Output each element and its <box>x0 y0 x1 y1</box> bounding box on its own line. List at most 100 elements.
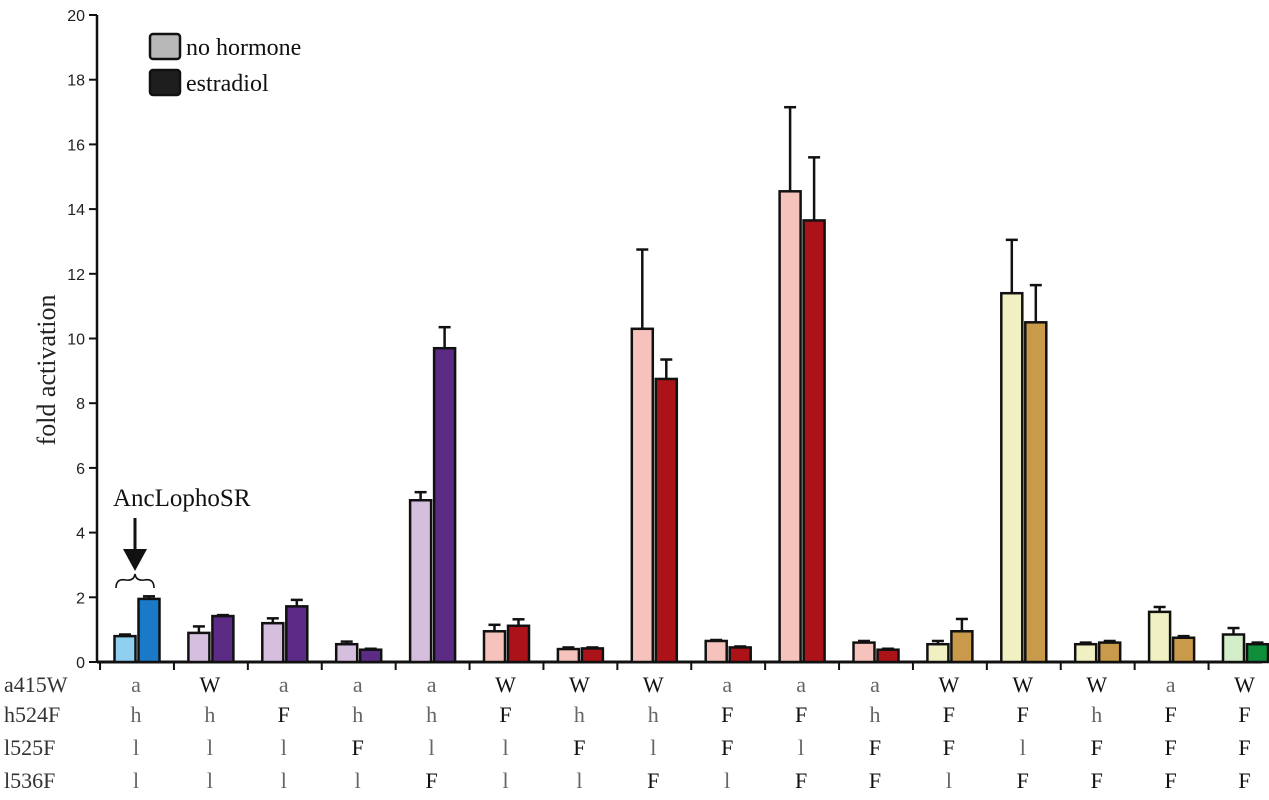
table-cell: F <box>278 702 290 727</box>
table-cell: h <box>648 702 659 727</box>
table-cell: l <box>281 768 287 793</box>
bar-no-hormone <box>1147 610 1172 664</box>
table-cell: W <box>1012 672 1033 697</box>
bar-estradiol <box>1171 636 1196 664</box>
table-cell: F <box>1091 735 1103 760</box>
table-row-label: a415W <box>4 672 68 697</box>
table-cell: h <box>204 702 215 727</box>
bar-estradiol <box>432 346 457 664</box>
table-cell: F <box>352 735 364 760</box>
table-cell: F <box>943 702 955 727</box>
annotation-label: AncLophoSR <box>113 485 251 512</box>
legend-swatch-estradiol <box>148 68 182 97</box>
bar-no-hormone <box>778 190 802 664</box>
table-cell: h <box>352 702 363 727</box>
bar-no-hormone <box>926 642 950 664</box>
table-cell: W <box>1234 672 1255 697</box>
x-ticks <box>99 662 1210 670</box>
y-axis-label: fold activation <box>32 295 61 446</box>
bar-estradiol <box>358 648 383 664</box>
table-cell: a <box>353 672 363 697</box>
table-cell: F <box>1164 702 1176 727</box>
table-cell: F <box>573 735 585 760</box>
table-cell: F <box>1164 768 1176 793</box>
bar-estradiol <box>1245 642 1269 664</box>
bar-estradiol <box>654 377 679 664</box>
table-cell: l <box>724 768 730 793</box>
bar-no-hormone <box>1073 642 1098 664</box>
bar-no-hormone <box>852 641 876 664</box>
table-cell: F <box>425 768 437 793</box>
table-cell: W <box>200 672 221 697</box>
legend: no hormone estradiol <box>148 32 301 97</box>
table-cell: F <box>1164 735 1176 760</box>
table-cell: h <box>574 702 585 727</box>
table-cell: l <box>1020 735 1026 760</box>
table-cell: l <box>133 768 139 793</box>
y-tick-label: 4 <box>76 526 85 543</box>
table-cell: W <box>643 672 664 697</box>
table-row-label: h524F <box>4 702 60 727</box>
table-cell: l <box>946 768 952 793</box>
legend-label-no-hormone: no hormone <box>186 35 301 61</box>
table-cell: F <box>869 768 881 793</box>
table-cell: F <box>795 768 807 793</box>
bar-estradiol <box>1024 321 1048 664</box>
table-cell: h <box>131 702 142 727</box>
y-tick-label: 8 <box>76 396 85 413</box>
table-cell: l <box>281 735 287 760</box>
bar-no-hormone <box>1000 291 1024 664</box>
table-cell: l <box>429 735 435 760</box>
table-cell: F <box>1238 735 1250 760</box>
bar-no-hormone <box>334 642 359 664</box>
table-cell: l <box>355 768 361 793</box>
bar-no-hormone <box>1221 633 1246 664</box>
table-row-label: l536F <box>4 768 55 793</box>
table-cell: a <box>870 672 880 697</box>
legend-swatch-no-hormone <box>148 32 182 61</box>
table-cell: a <box>796 672 806 697</box>
table-cell: l <box>133 735 139 760</box>
bar-estradiol <box>211 614 235 664</box>
table-cell: l <box>502 735 508 760</box>
y-ticks: 0 2 4 6 8 10 12 14 16 18 20 <box>67 8 97 672</box>
table-cell: F <box>1238 702 1250 727</box>
y-tick-label: 16 <box>67 137 85 154</box>
table-cell: a <box>427 672 437 697</box>
table-cell: l <box>650 735 656 760</box>
bar-no-hormone <box>408 499 433 664</box>
table-cell: h <box>870 702 881 727</box>
table-cell: W <box>939 672 960 697</box>
arrow-down-icon <box>123 549 147 571</box>
ancestor-annotation: AncLophoSR <box>113 485 251 589</box>
table-cell: h <box>426 702 437 727</box>
bar-estradiol <box>728 646 752 664</box>
y-tick-label: 10 <box>67 332 85 349</box>
bar-estradiol <box>137 597 161 664</box>
bar-no-hormone <box>113 634 137 664</box>
table-cell: a <box>131 672 141 697</box>
table-cell: l <box>576 768 582 793</box>
table-cell: F <box>721 735 733 760</box>
bar-estradiol <box>506 624 531 664</box>
table-cell: a <box>722 672 732 697</box>
y-tick-label: 0 <box>76 655 85 672</box>
table-cell: W <box>569 672 590 697</box>
bar-estradiol <box>950 630 974 664</box>
bar-estradiol <box>580 647 605 664</box>
bar-no-hormone <box>187 631 211 664</box>
table-cell: l <box>798 735 804 760</box>
table-cell: l <box>207 735 213 760</box>
y-tick-label: 6 <box>76 461 85 478</box>
table-cell: h <box>1091 702 1102 727</box>
curly-brace-icon <box>115 573 155 589</box>
table-cell: F <box>795 702 807 727</box>
y-tick-label: 18 <box>67 73 85 90</box>
bar-no-hormone <box>482 630 507 664</box>
bar-estradiol <box>802 219 826 664</box>
table-cell: l <box>502 768 508 793</box>
y-tick-label: 2 <box>76 590 85 607</box>
table-cell: W <box>1086 672 1107 697</box>
